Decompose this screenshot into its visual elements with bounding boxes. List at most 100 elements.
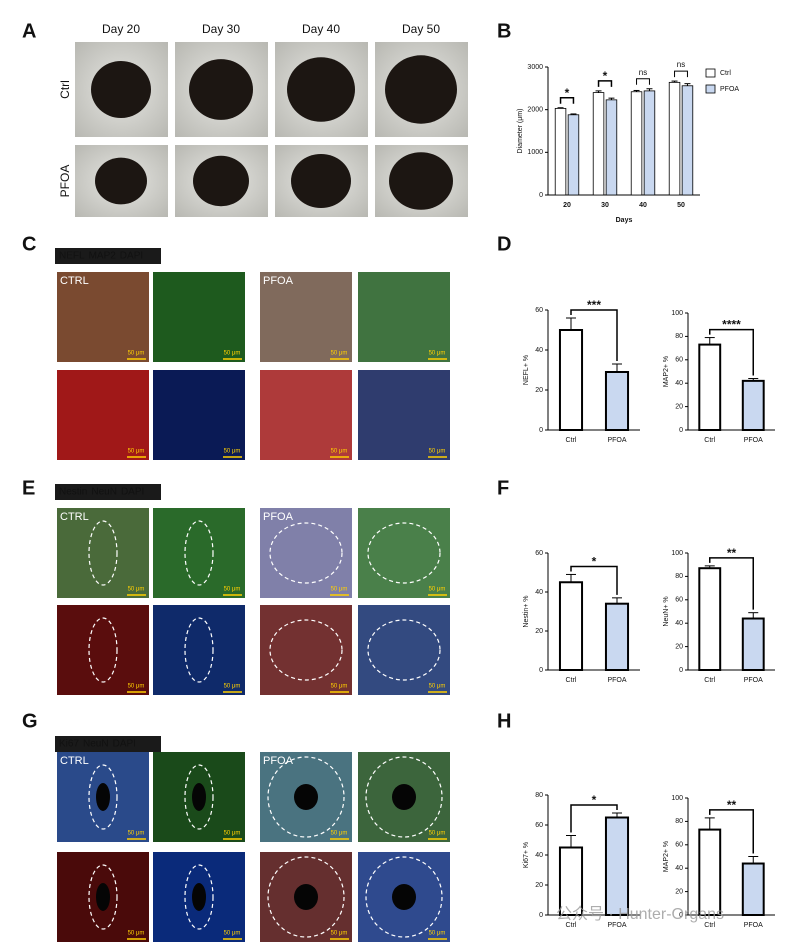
significance-bracket bbox=[597, 80, 613, 87]
x-tick-label: Ctrl bbox=[566, 437, 577, 444]
panel-letter: G bbox=[22, 710, 38, 732]
x-tick-label: Ctrl bbox=[704, 677, 715, 684]
y-tick-label: 0 bbox=[679, 667, 683, 674]
scale-bar-label: 50 μm bbox=[429, 449, 446, 455]
bar bbox=[630, 91, 643, 196]
significance-bracket bbox=[709, 557, 754, 610]
image-label: PFOA bbox=[263, 511, 294, 523]
scale-bar-label: 50 μm bbox=[224, 449, 241, 455]
row-header: Ctrl bbox=[58, 80, 72, 99]
organoid bbox=[389, 152, 453, 210]
fluorescence-image bbox=[153, 605, 245, 695]
column-header: Day 30 bbox=[202, 22, 240, 36]
legend-label: Ctrl bbox=[720, 70, 731, 77]
y-tick-label: 1000 bbox=[527, 149, 543, 156]
y-tick-label: 20 bbox=[535, 387, 543, 394]
lumen bbox=[192, 883, 206, 911]
region-outline bbox=[367, 619, 441, 681]
organoid bbox=[91, 61, 151, 118]
x-tick-label: Ctrl bbox=[566, 922, 577, 929]
fluorescence-image bbox=[260, 605, 352, 695]
region-outline bbox=[88, 764, 118, 830]
image-label: CTRL bbox=[60, 755, 89, 767]
fluorescence-image bbox=[153, 508, 245, 598]
fluorescence-image bbox=[358, 370, 450, 460]
scale-bar-label: 50 μm bbox=[429, 351, 446, 357]
lumen bbox=[392, 884, 416, 910]
y-tick-label: 20 bbox=[675, 643, 683, 650]
significance-label: ns bbox=[639, 68, 647, 77]
bar bbox=[698, 343, 722, 431]
scale-bar-label: 50 μm bbox=[429, 831, 446, 837]
panel-letter: E bbox=[22, 477, 35, 499]
x-tick-label: PFOA bbox=[607, 437, 626, 444]
region-outline bbox=[88, 864, 118, 930]
y-tick-label: 40 bbox=[675, 620, 683, 627]
significance-bracket bbox=[570, 804, 618, 833]
y-tick-label: 20 bbox=[535, 882, 543, 889]
stain-label: DAPI bbox=[121, 487, 144, 498]
x-tick-label: PFOA bbox=[607, 922, 626, 929]
y-axis-label: MAP2+ % bbox=[663, 841, 670, 872]
image-label: CTRL bbox=[60, 511, 89, 523]
fluorescence-image bbox=[57, 508, 149, 598]
significance-label: * bbox=[565, 86, 570, 100]
y-axis-label: NeuN+ % bbox=[663, 596, 670, 626]
significance-bracket bbox=[636, 78, 650, 85]
scale-bar-label: 50 μm bbox=[128, 931, 145, 937]
x-tick-label: PFOA bbox=[607, 677, 626, 684]
y-axis-label: Nestin+ % bbox=[523, 595, 530, 627]
region-outline bbox=[367, 522, 441, 584]
bar bbox=[604, 602, 630, 672]
x-tick-label: PFOA bbox=[744, 437, 763, 444]
bar bbox=[698, 828, 722, 917]
bar bbox=[681, 85, 694, 196]
organoid bbox=[95, 157, 147, 205]
bar bbox=[604, 816, 630, 916]
stain-label: NeuN bbox=[91, 487, 117, 498]
bar bbox=[741, 617, 765, 672]
fluorescence-image bbox=[153, 370, 245, 460]
bar bbox=[741, 379, 765, 431]
panel-letter: D bbox=[497, 233, 511, 255]
region-outline bbox=[267, 756, 345, 838]
stain-label: DAPI bbox=[120, 251, 143, 262]
y-tick-label: 0 bbox=[539, 427, 543, 434]
organoid bbox=[291, 154, 351, 208]
y-tick-label: 60 bbox=[675, 842, 683, 849]
y-tick-label: 0 bbox=[679, 912, 683, 919]
fluorescence-image bbox=[358, 605, 450, 695]
column-header: Day 40 bbox=[302, 22, 340, 36]
region-outline bbox=[365, 756, 443, 838]
significance-bracket bbox=[674, 70, 688, 78]
panel-letter: A bbox=[22, 20, 36, 42]
fluorescence-image bbox=[260, 370, 352, 460]
x-tick-label: Ctrl bbox=[704, 437, 715, 444]
panel-letter: C bbox=[22, 233, 36, 255]
y-tick-label: 20 bbox=[675, 888, 683, 895]
bar bbox=[567, 114, 580, 196]
bar bbox=[605, 99, 618, 196]
scale-bar-label: 50 μm bbox=[224, 351, 241, 357]
x-tick-label: Ctrl bbox=[704, 922, 715, 929]
y-tick-label: 40 bbox=[675, 380, 683, 387]
region-outline bbox=[184, 864, 214, 930]
region-outline bbox=[267, 856, 345, 938]
y-tick-label: 60 bbox=[535, 307, 543, 314]
stain-legend-box bbox=[55, 736, 161, 752]
stain-label: NeuN bbox=[83, 739, 109, 750]
fluorescence-image bbox=[57, 370, 149, 460]
y-tick-label: 80 bbox=[675, 333, 683, 340]
y-tick-label: 60 bbox=[675, 597, 683, 604]
lumen bbox=[192, 783, 206, 811]
bar bbox=[592, 92, 605, 196]
x-axis-label: Days bbox=[616, 217, 633, 224]
significance-label: ns bbox=[677, 60, 685, 69]
bar bbox=[554, 107, 567, 196]
scale-bar-label: 50 μm bbox=[331, 831, 348, 837]
scale-bar-label: 50 μm bbox=[128, 449, 145, 455]
significance-bracket bbox=[570, 565, 618, 595]
region-outline bbox=[184, 520, 214, 586]
image-label: CTRL bbox=[60, 275, 89, 287]
